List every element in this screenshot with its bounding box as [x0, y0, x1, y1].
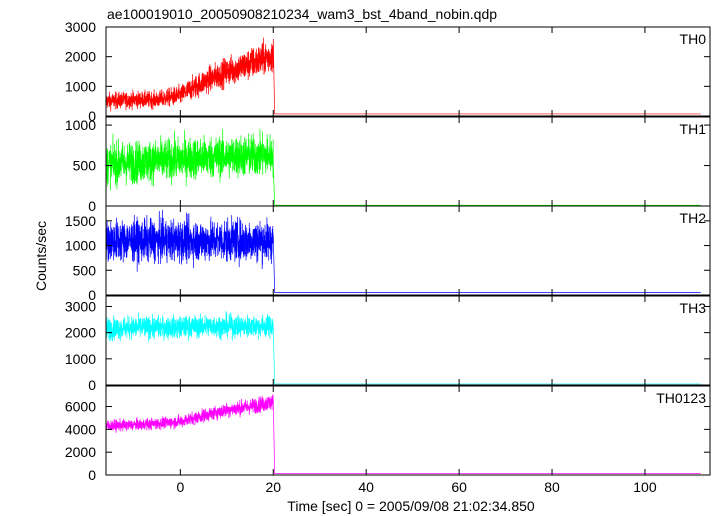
y-tick-label: 1000: [65, 117, 96, 133]
panel-label-th0123: TH0123: [656, 390, 706, 406]
series-line-th0: [105, 37, 701, 115]
panel-label-th3: TH3: [680, 300, 707, 316]
y-tick-label: 2000: [65, 325, 96, 341]
chart-title: ae100019010_20050908210234_wam3_bst_4ban…: [107, 6, 497, 22]
y-axis-label: Counts/sec: [33, 221, 49, 291]
panel-label-th1: TH1: [680, 121, 707, 137]
panel-th1: 0 500 1000 TH1: [65, 116, 711, 214]
y-tick-label: 1500: [65, 213, 96, 229]
panel-th0: 0 1000 2000 3000 TH0: [65, 19, 711, 124]
y-tick-label: 3000: [65, 298, 96, 314]
y-tick-label: 3000: [65, 19, 96, 35]
panel-frame: [105, 205, 711, 296]
y-tick-label: 500: [73, 262, 97, 278]
series-line-th1: [105, 128, 701, 206]
series-line-th2: [105, 209, 701, 293]
panel-label-th0: TH0: [680, 31, 707, 47]
y-tick-label: 1000: [65, 351, 96, 367]
y-tick-label: 0: [88, 377, 96, 393]
x-tick-label: 80: [544, 479, 560, 495]
x-tick-label: 20: [265, 479, 281, 495]
x-tick-label: 100: [633, 479, 657, 495]
x-tick-labels: 0 20 40 60 80 100: [176, 479, 656, 495]
x-tick-label: 60: [451, 479, 467, 495]
y-tick-label: 0: [88, 287, 96, 303]
series-line-th0123: [105, 394, 701, 474]
y-tick-label: 6000: [65, 399, 96, 415]
x-tick-label: 40: [358, 479, 374, 495]
x-tick-label: 0: [176, 479, 184, 495]
y-tick-label: 2000: [65, 49, 96, 65]
y-tick-label: 0: [88, 108, 96, 124]
y-tick-label: 1000: [65, 78, 96, 94]
x-axis-label: Time [sec] 0 = 2005/09/08 21:02:34.850: [287, 498, 535, 514]
panel-th3: 0 1000 2000 3000 TH3: [65, 295, 711, 393]
series-line-th3: [105, 311, 701, 385]
y-tick-label: 500: [73, 158, 97, 174]
panel-th2: 0 500 1000 1500 TH2: [65, 205, 711, 303]
y-tick-label: 0: [88, 467, 96, 483]
panel-label-th2: TH2: [680, 210, 707, 226]
panel-frame: [105, 26, 711, 117]
panel-frame: [105, 295, 711, 386]
y-tick-label: 0: [88, 198, 96, 214]
y-tick-label: 2000: [65, 444, 96, 460]
panel-th0123: 0 2000 4000 6000 TH0123: [65, 385, 711, 483]
y-tick-label: 4000: [65, 421, 96, 437]
panel-frame: [105, 385, 711, 476]
y-tick-label: 1000: [65, 238, 96, 254]
